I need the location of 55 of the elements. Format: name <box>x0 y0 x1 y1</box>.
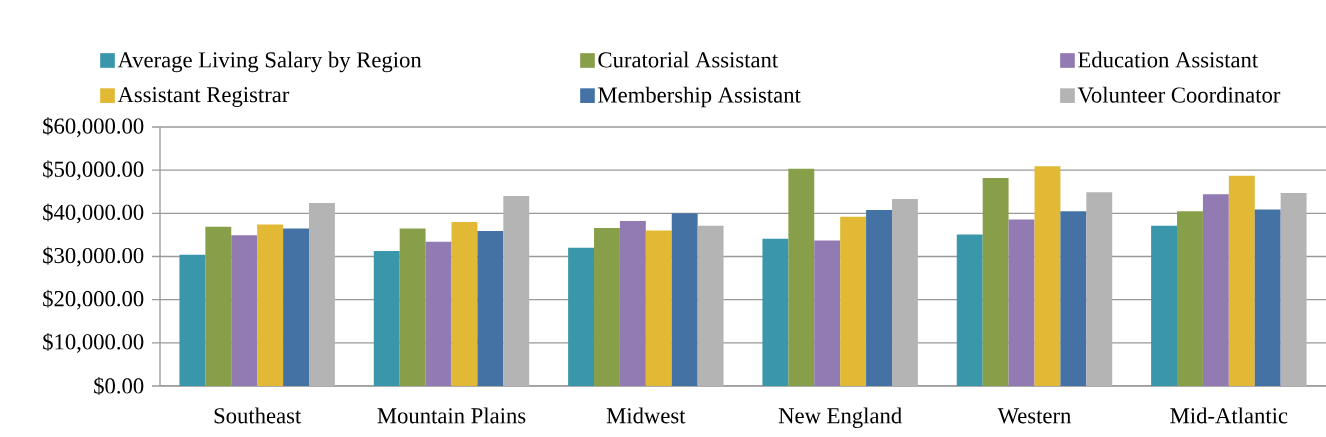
bar <box>956 234 983 386</box>
bar <box>451 221 478 386</box>
y-tick-label: $30,000.00 <box>43 246 144 267</box>
bar <box>1177 211 1203 386</box>
bar <box>1086 192 1113 386</box>
y-tick-label: $10,000.00 <box>43 332 144 353</box>
bar <box>1202 194 1229 386</box>
y-tick-label: $60,000.00 <box>43 117 144 137</box>
legend-label: Volunteer Coordinator <box>1077 86 1281 103</box>
legend-label: Education Assistant <box>1078 51 1259 68</box>
legend-label: Curatorial Assistant <box>598 51 779 68</box>
bar <box>309 202 335 386</box>
bar <box>1280 193 1307 386</box>
bar <box>866 209 892 386</box>
bar <box>1034 166 1061 386</box>
bar <box>503 196 530 386</box>
bar <box>568 247 595 386</box>
bar <box>1008 219 1035 386</box>
bar <box>840 216 867 386</box>
x-tick-label: New England <box>778 407 902 429</box>
x-tick-label: Western <box>997 408 1072 424</box>
x-tick-label: Mid-Atlantic <box>1170 407 1288 424</box>
x-tick-label: Midwest <box>606 407 686 424</box>
bar <box>477 231 504 386</box>
legend-label: Assistant Registrar <box>117 87 290 107</box>
bar <box>982 177 1009 386</box>
bar <box>179 254 206 386</box>
bar <box>814 240 841 386</box>
bar <box>891 199 918 386</box>
bar <box>671 213 698 386</box>
bar <box>619 221 646 386</box>
x-tick-label: Southeast <box>214 407 302 424</box>
bar <box>1151 225 1178 386</box>
bar <box>645 230 672 386</box>
y-tick-label: $20,000.00 <box>43 289 144 310</box>
bar <box>697 225 724 386</box>
bar <box>399 228 426 386</box>
bar <box>373 250 400 386</box>
bar <box>425 241 452 386</box>
bar <box>257 224 284 386</box>
bar <box>1060 211 1087 386</box>
y-tick-label: $50,000.00 <box>43 160 144 181</box>
bar <box>594 228 620 386</box>
legend-label: Membership Assistant <box>598 86 801 108</box>
bar <box>283 228 309 386</box>
legend-label: Average Living Salary by Region <box>117 51 422 73</box>
bar <box>205 226 232 386</box>
y-tick-label: $40,000.00 <box>43 203 144 224</box>
bar <box>231 235 258 386</box>
bar <box>762 238 789 386</box>
bar <box>1254 209 1281 386</box>
bar <box>788 168 815 386</box>
y-tick-label: $0.00 <box>94 376 144 396</box>
x-tick-label: Mountain Plains <box>377 407 526 424</box>
bar <box>1228 175 1255 386</box>
